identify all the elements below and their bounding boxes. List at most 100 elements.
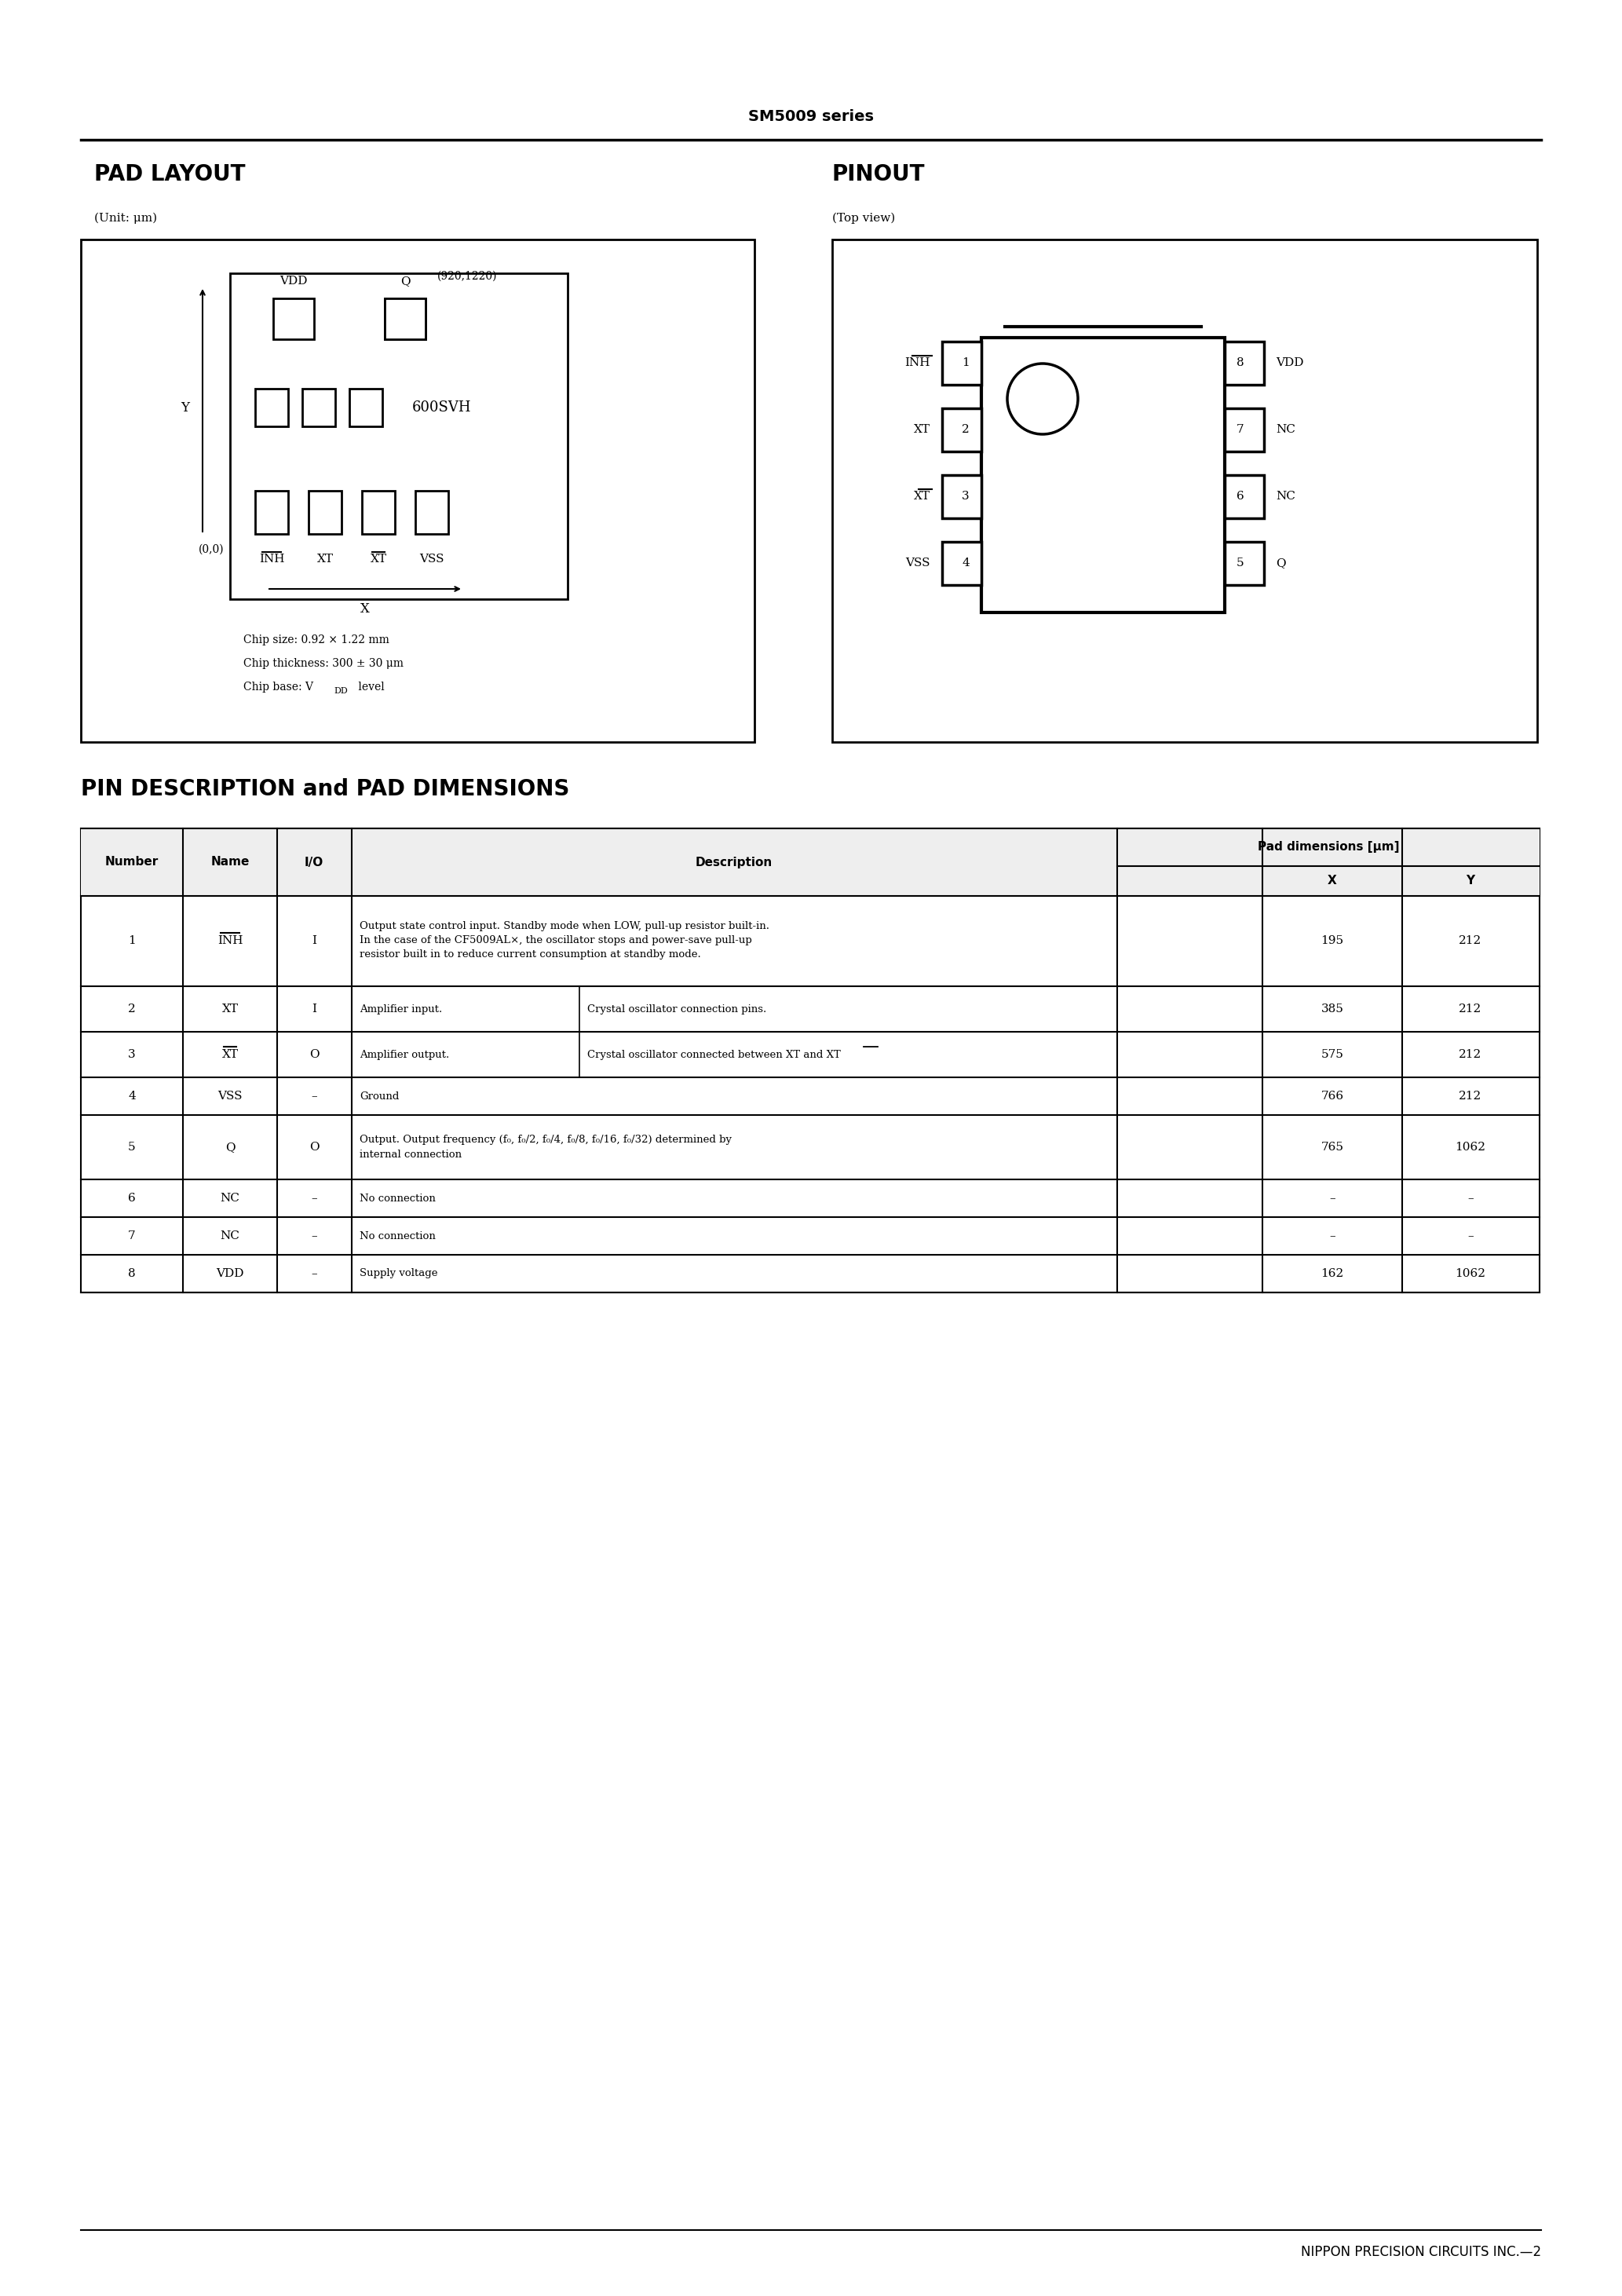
Text: 1: 1 — [128, 934, 136, 946]
Text: 212: 212 — [1460, 1049, 1483, 1061]
Bar — [1225, 409, 1264, 452]
Text: I/O: I/O — [305, 856, 323, 868]
Text: X: X — [1328, 875, 1337, 886]
Text: INH: INH — [260, 553, 284, 565]
Text: 575: 575 — [1320, 1049, 1343, 1061]
Text: I: I — [311, 934, 316, 946]
Bar — [349, 388, 383, 427]
Text: Amplifier input.: Amplifier input. — [360, 1003, 443, 1015]
Bar — [81, 829, 1539, 1293]
Text: 1062: 1062 — [1455, 1267, 1486, 1279]
Text: VDD: VDD — [216, 1267, 243, 1279]
Text: I: I — [311, 1003, 316, 1015]
Text: NC: NC — [1277, 425, 1296, 434]
Bar — [1225, 342, 1264, 386]
Text: 212: 212 — [1460, 934, 1483, 946]
Text: 385: 385 — [1320, 1003, 1343, 1015]
Text: 2: 2 — [962, 425, 970, 434]
Bar — [942, 475, 981, 519]
Text: Chip size: 0.92 × 1.22 mm: Chip size: 0.92 × 1.22 mm — [243, 634, 389, 645]
Bar — [981, 338, 1225, 613]
Bar — [1225, 542, 1264, 585]
Text: 2: 2 — [128, 1003, 136, 1015]
Text: O: O — [310, 1049, 320, 1061]
Text: DD: DD — [334, 687, 347, 696]
Text: internal connection: internal connection — [360, 1150, 462, 1159]
Text: 6: 6 — [128, 1192, 136, 1203]
Text: 212: 212 — [1460, 1091, 1483, 1102]
Text: VDD: VDD — [279, 276, 308, 287]
Text: INH: INH — [905, 358, 931, 367]
Text: INH: INH — [217, 934, 243, 946]
Text: 162: 162 — [1320, 1267, 1343, 1279]
Text: resistor built in to reduce current consumption at standby mode.: resistor built in to reduce current cons… — [360, 951, 701, 960]
Text: –: – — [311, 1091, 316, 1102]
Text: Pad dimensions [μm]: Pad dimensions [μm] — [1257, 840, 1400, 854]
Text: Q: Q — [225, 1141, 235, 1153]
Text: Crystal oscillator connection pins.: Crystal oscillator connection pins. — [587, 1003, 767, 1015]
Text: –: – — [311, 1267, 316, 1279]
Text: Description: Description — [696, 856, 772, 868]
Text: 7: 7 — [1236, 425, 1244, 434]
Bar — [942, 342, 981, 386]
Text: 3: 3 — [128, 1049, 136, 1061]
Text: –: – — [1468, 1231, 1473, 1242]
Text: 8: 8 — [128, 1267, 136, 1279]
Text: Chip thickness: 300 ± 30 μm: Chip thickness: 300 ± 30 μm — [243, 659, 404, 668]
Text: No connection: No connection — [360, 1194, 436, 1203]
Text: NIPPON PRECISION CIRCUITS INC.—2: NIPPON PRECISION CIRCUITS INC.—2 — [1301, 2245, 1541, 2259]
Text: Chip base: V: Chip base: V — [243, 682, 313, 693]
Text: PIN DESCRIPTION and PAD DIMENSIONS: PIN DESCRIPTION and PAD DIMENSIONS — [81, 778, 569, 799]
Text: 600SVH: 600SVH — [412, 400, 472, 416]
Bar — [81, 239, 754, 742]
Text: 5: 5 — [128, 1141, 136, 1153]
Text: Q: Q — [401, 276, 410, 287]
Bar — [1225, 475, 1264, 519]
Bar — [255, 388, 289, 427]
Text: VDD: VDD — [1277, 358, 1304, 367]
Text: 8: 8 — [1236, 358, 1244, 367]
Text: XT: XT — [316, 553, 333, 565]
Text: (0,0): (0,0) — [198, 544, 224, 556]
Bar — [255, 491, 289, 535]
Text: 212: 212 — [1460, 1003, 1483, 1015]
Text: Ground: Ground — [360, 1091, 399, 1102]
Text: 7: 7 — [128, 1231, 136, 1242]
Text: Number: Number — [105, 856, 159, 868]
Text: Amplifier output.: Amplifier output. — [360, 1049, 449, 1061]
Text: (Top view): (Top view) — [832, 214, 895, 225]
Text: PAD LAYOUT: PAD LAYOUT — [94, 163, 245, 186]
Text: XT: XT — [913, 425, 931, 434]
Text: –: – — [1330, 1192, 1335, 1203]
Bar — [384, 298, 425, 340]
Bar — [230, 273, 568, 599]
Text: 6: 6 — [1236, 491, 1244, 503]
Text: 766: 766 — [1320, 1091, 1343, 1102]
Text: X: X — [360, 602, 370, 615]
Text: (920,1220): (920,1220) — [438, 271, 498, 282]
Text: –: – — [311, 1231, 316, 1242]
Text: PINOUT: PINOUT — [832, 163, 925, 186]
Bar — [942, 409, 981, 452]
Text: –: – — [1468, 1192, 1473, 1203]
Bar — [832, 239, 1538, 742]
Bar — [415, 491, 448, 535]
Bar — [302, 388, 336, 427]
Text: 1: 1 — [962, 358, 970, 367]
Text: Output state control input. Standby mode when LOW, pull-up resistor built-in.: Output state control input. Standby mode… — [360, 921, 769, 932]
Text: NC: NC — [1277, 491, 1296, 503]
Text: No connection: No connection — [360, 1231, 436, 1242]
Text: VSS: VSS — [905, 558, 931, 569]
Text: In the case of the CF5009AL×, the oscillator stops and power-save pull-up: In the case of the CF5009AL×, the oscill… — [360, 934, 753, 946]
Text: Y: Y — [1466, 875, 1474, 886]
Text: Y: Y — [182, 402, 190, 416]
Bar — [384, 298, 425, 340]
Text: VSS: VSS — [420, 553, 444, 565]
Text: Supply voltage: Supply voltage — [360, 1267, 438, 1279]
Text: XT: XT — [222, 1003, 238, 1015]
Text: level: level — [355, 682, 384, 693]
Bar — [272, 298, 315, 340]
Text: 5: 5 — [1236, 558, 1244, 569]
Text: 4: 4 — [962, 558, 970, 569]
Text: Q: Q — [1277, 558, 1286, 569]
